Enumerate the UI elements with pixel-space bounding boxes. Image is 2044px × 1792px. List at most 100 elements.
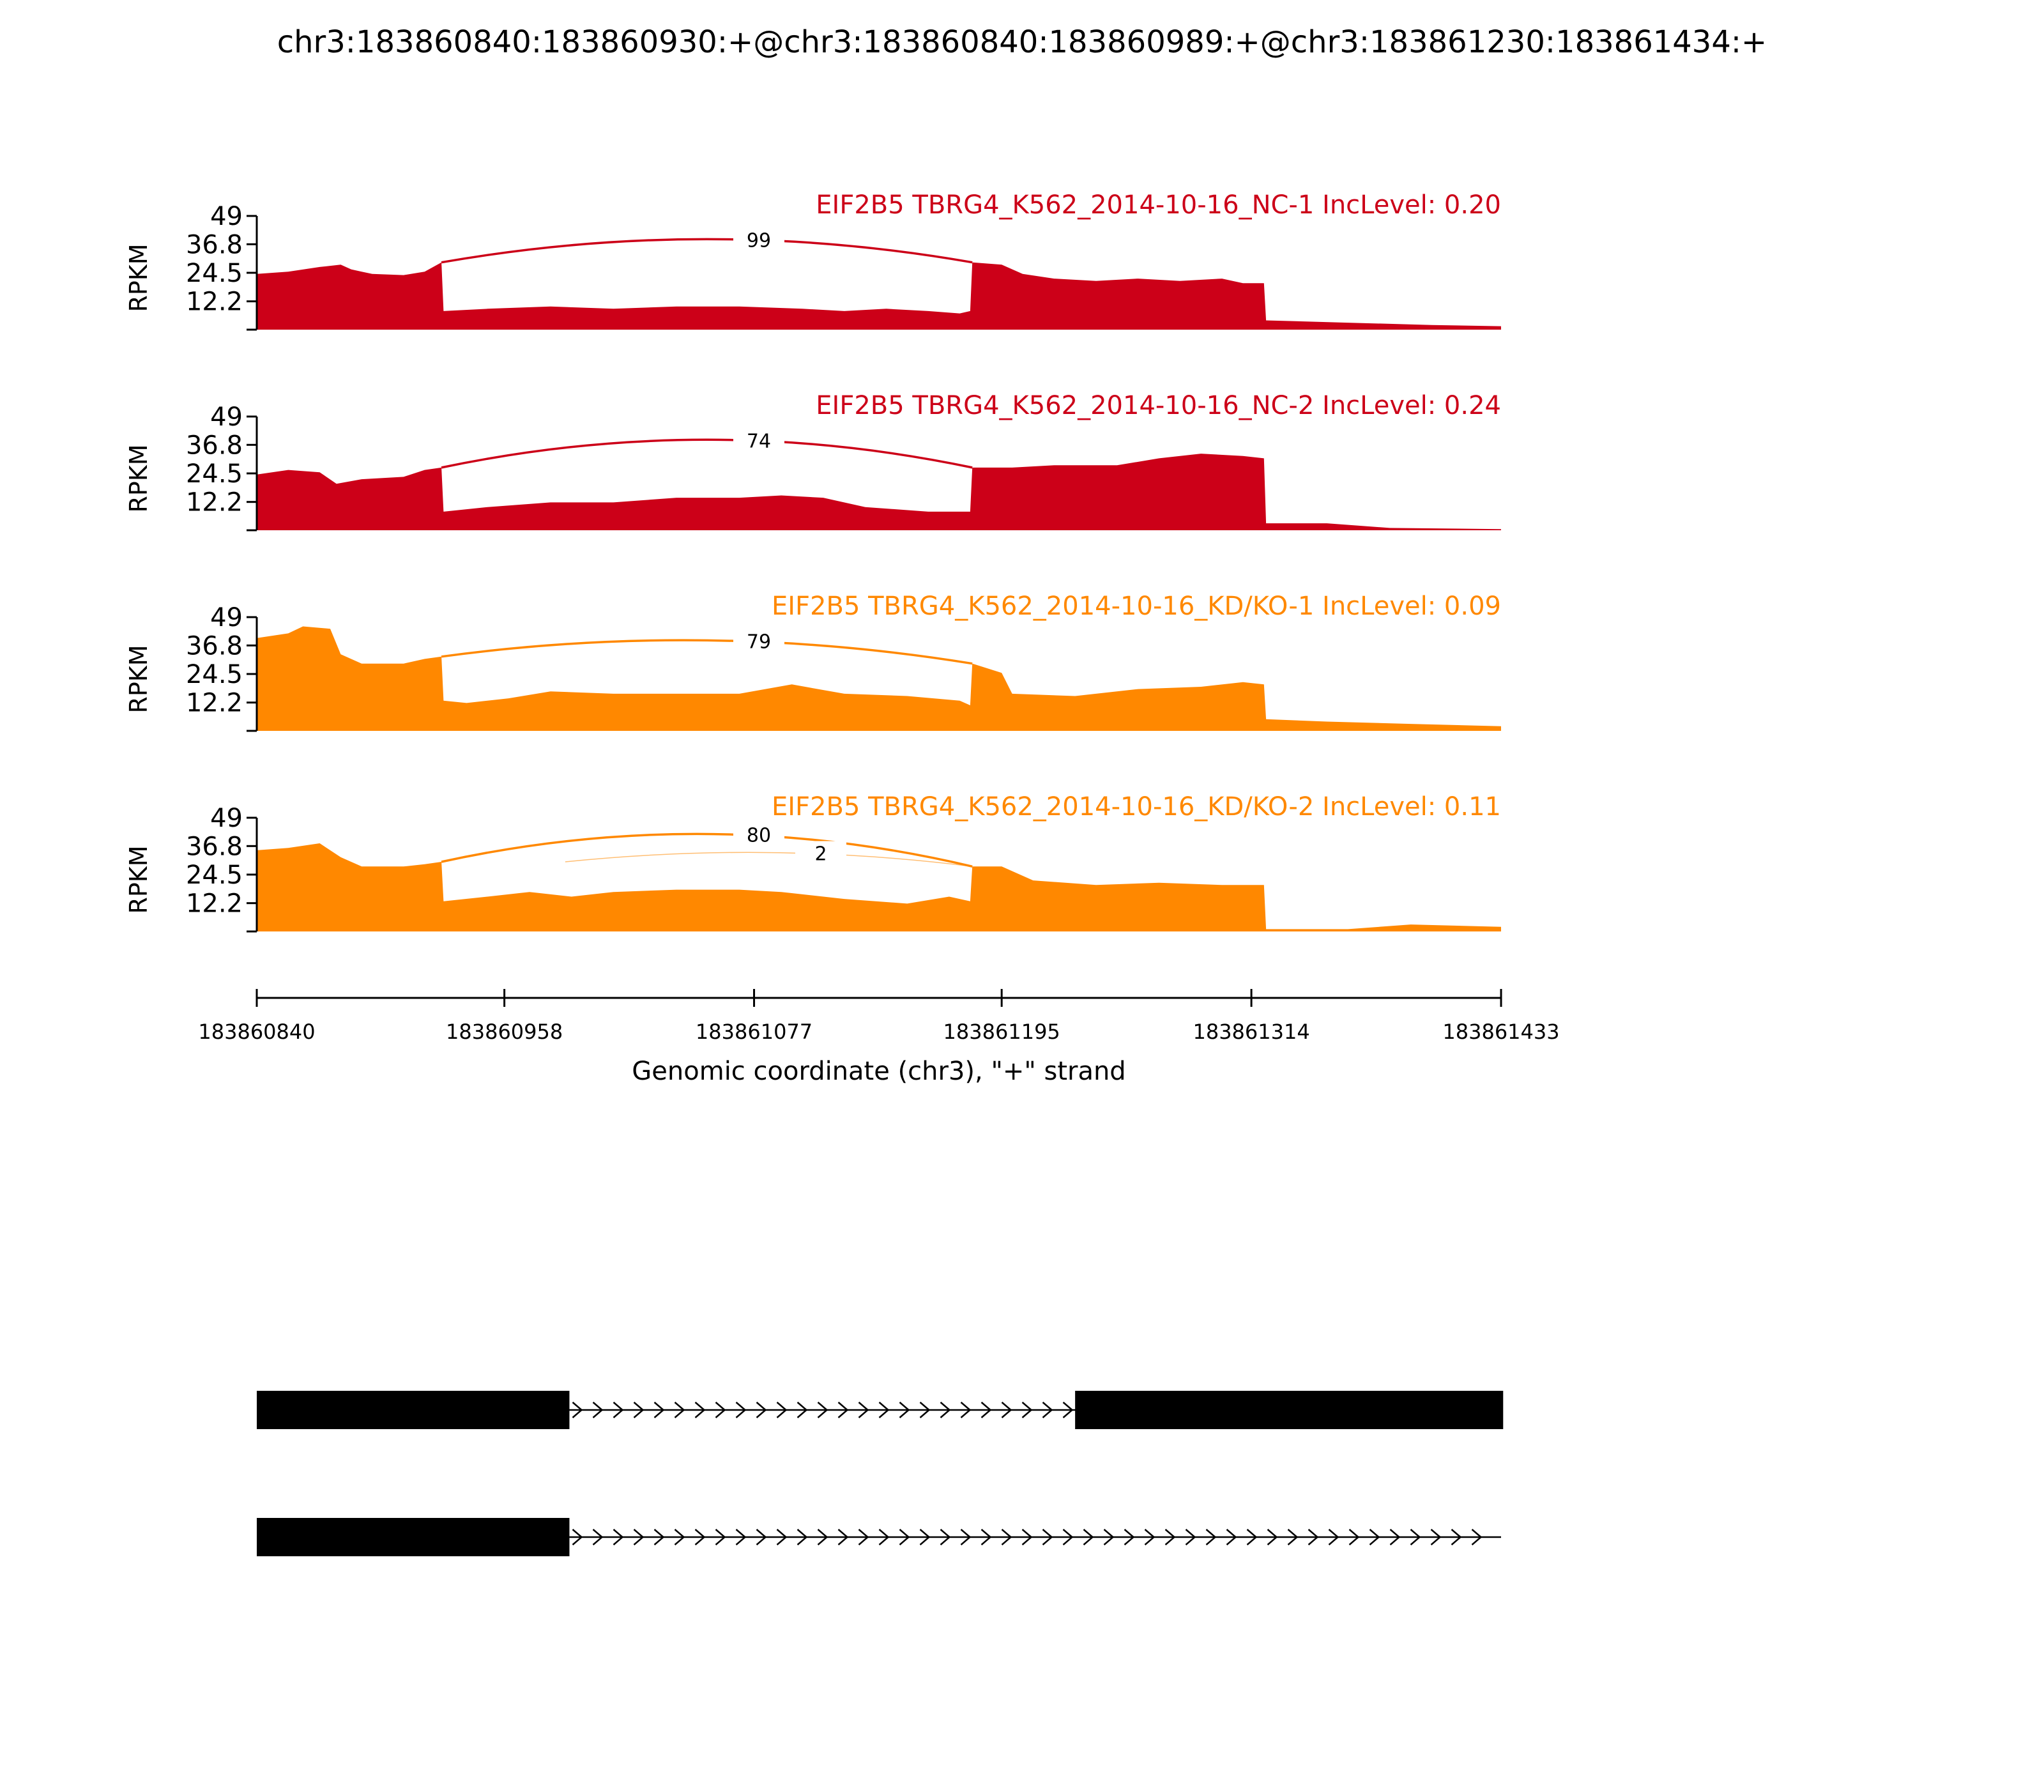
- coverage-area: [257, 262, 1501, 330]
- y-tick-label: 12.2: [186, 488, 243, 517]
- junction-label: 2: [814, 843, 827, 865]
- strand-chevron: [899, 1529, 910, 1545]
- track-3: 12.224.536.849 RPKM EIF2B5 TBRG4_K562_2014…: [125, 592, 1501, 732]
- strand-chevron: [1042, 1529, 1053, 1545]
- strand-chevron: [613, 1529, 624, 1545]
- strand-chevron: [776, 1402, 788, 1418]
- strand-chevron: [756, 1529, 767, 1545]
- junction-label: 79: [747, 631, 771, 653]
- strand-chevron: [797, 1402, 808, 1418]
- strand-chevron: [613, 1402, 624, 1418]
- junction-arc: [441, 238, 973, 264]
- y-tick-label: 36.8: [186, 230, 243, 259]
- coverage-area: [257, 454, 1501, 530]
- strand-chevron: [1205, 1529, 1217, 1545]
- strand-chevron: [653, 1402, 665, 1418]
- strand-chevron: [1410, 1529, 1421, 1545]
- strand-chevron: [837, 1402, 849, 1418]
- strand-chevron: [1021, 1529, 1033, 1545]
- junction-arc: [565, 852, 973, 868]
- y-tick-label: 24.5: [186, 259, 243, 288]
- strand-chevron: [1144, 1529, 1155, 1545]
- strand-chevron: [1083, 1529, 1094, 1545]
- strand-chevron: [797, 1529, 808, 1545]
- track-1: 12.224.536.849 RPKM EIF2B5 TBRG4_K562_2014…: [125, 190, 1501, 331]
- junction-label-bg: [733, 428, 784, 450]
- exon-block: [257, 1391, 570, 1429]
- junction-label-bg: [733, 629, 784, 651]
- strand-chevron: [1185, 1529, 1196, 1545]
- x-tick-label: 183861077: [696, 1020, 812, 1044]
- junction-label-bg: [733, 227, 784, 250]
- track-label: EIF2B5 TBRG4_K562_2014-10-16_NC-2 IncLev…: [816, 391, 1501, 420]
- strand-chevron: [653, 1529, 665, 1545]
- strand-chevron: [1369, 1529, 1380, 1545]
- coverage-area: [257, 626, 1501, 731]
- y-tick-label: 49: [210, 202, 243, 231]
- strand-chevron: [878, 1529, 890, 1545]
- strand-chevron: [715, 1529, 726, 1545]
- strand-chevron: [735, 1402, 747, 1418]
- strand-chevron: [1430, 1529, 1442, 1545]
- strand-chevron: [878, 1402, 890, 1418]
- y-axis-label: RPKM: [125, 243, 153, 312]
- x-axis-label: Genomic coordinate (chr3), "+" strand: [632, 1057, 1125, 1086]
- track-2: 12.224.536.849 RPKM EIF2B5 TBRG4_K562_2014…: [125, 391, 1501, 532]
- strand-chevron: [899, 1402, 910, 1418]
- strand-chevron: [776, 1529, 788, 1545]
- x-tick-label: 183861314: [1193, 1020, 1309, 1044]
- strand-chevron: [1267, 1529, 1278, 1545]
- strand-chevron: [1042, 1402, 1053, 1418]
- strand-chevron: [1348, 1529, 1360, 1545]
- y-tick-label: 24.5: [186, 861, 243, 890]
- junction-label: 99: [747, 229, 771, 252]
- y-axis-label: RPKM: [125, 444, 153, 512]
- strand-chevron: [674, 1529, 685, 1545]
- transcript-1: [257, 1391, 1504, 1429]
- strand-chevron: [1103, 1529, 1115, 1545]
- strand-chevron: [756, 1402, 767, 1418]
- exon-block: [257, 1518, 570, 1556]
- x-tick-label: 183860840: [198, 1020, 315, 1044]
- strand-chevron: [1226, 1529, 1237, 1545]
- strand-chevron: [1308, 1529, 1319, 1545]
- strand-chevron: [694, 1402, 706, 1418]
- strand-chevron: [1389, 1529, 1401, 1545]
- strand-chevron: [858, 1402, 869, 1418]
- strand-chevron: [592, 1402, 604, 1418]
- y-tick-label: 36.8: [186, 631, 243, 661]
- strand-chevron: [572, 1529, 583, 1545]
- junction-arc: [441, 832, 973, 868]
- strand-chevron: [940, 1529, 951, 1545]
- strand-chevron: [837, 1529, 849, 1545]
- strand-chevron: [1062, 1402, 1074, 1418]
- strand-chevron: [960, 1402, 972, 1418]
- strand-chevron: [633, 1402, 644, 1418]
- strand-chevron: [1246, 1529, 1258, 1545]
- junction-label-bg: [733, 822, 784, 845]
- track-label: EIF2B5 TBRG4_K562_2014-10-16_NC-1 IncLev…: [816, 190, 1501, 220]
- transcript-models: [257, 1391, 1504, 1556]
- y-tick-label: 49: [210, 603, 243, 632]
- strand-chevron: [572, 1402, 583, 1418]
- exon-block: [1075, 1391, 1504, 1429]
- y-tick-label: 49: [210, 402, 243, 432]
- y-tick-label: 12.2: [186, 287, 243, 317]
- strand-chevron: [980, 1402, 992, 1418]
- strand-chevron: [919, 1529, 931, 1545]
- strand-chevron: [960, 1529, 972, 1545]
- strand-chevron: [919, 1402, 931, 1418]
- junction-arc: [441, 438, 973, 469]
- transcript-2: [257, 1518, 1501, 1556]
- x-tick-label: 183861195: [943, 1020, 1060, 1044]
- strand-chevron: [1001, 1529, 1012, 1545]
- junction-label-bg: [795, 841, 846, 863]
- strand-chevron: [1471, 1529, 1483, 1545]
- strand-chevron: [1287, 1529, 1299, 1545]
- strand-chevron: [1328, 1529, 1339, 1545]
- track-label: EIF2B5 TBRG4_K562_2014-10-16_KD/KO-2 Inc…: [772, 792, 1501, 822]
- coverage-area: [257, 843, 1501, 931]
